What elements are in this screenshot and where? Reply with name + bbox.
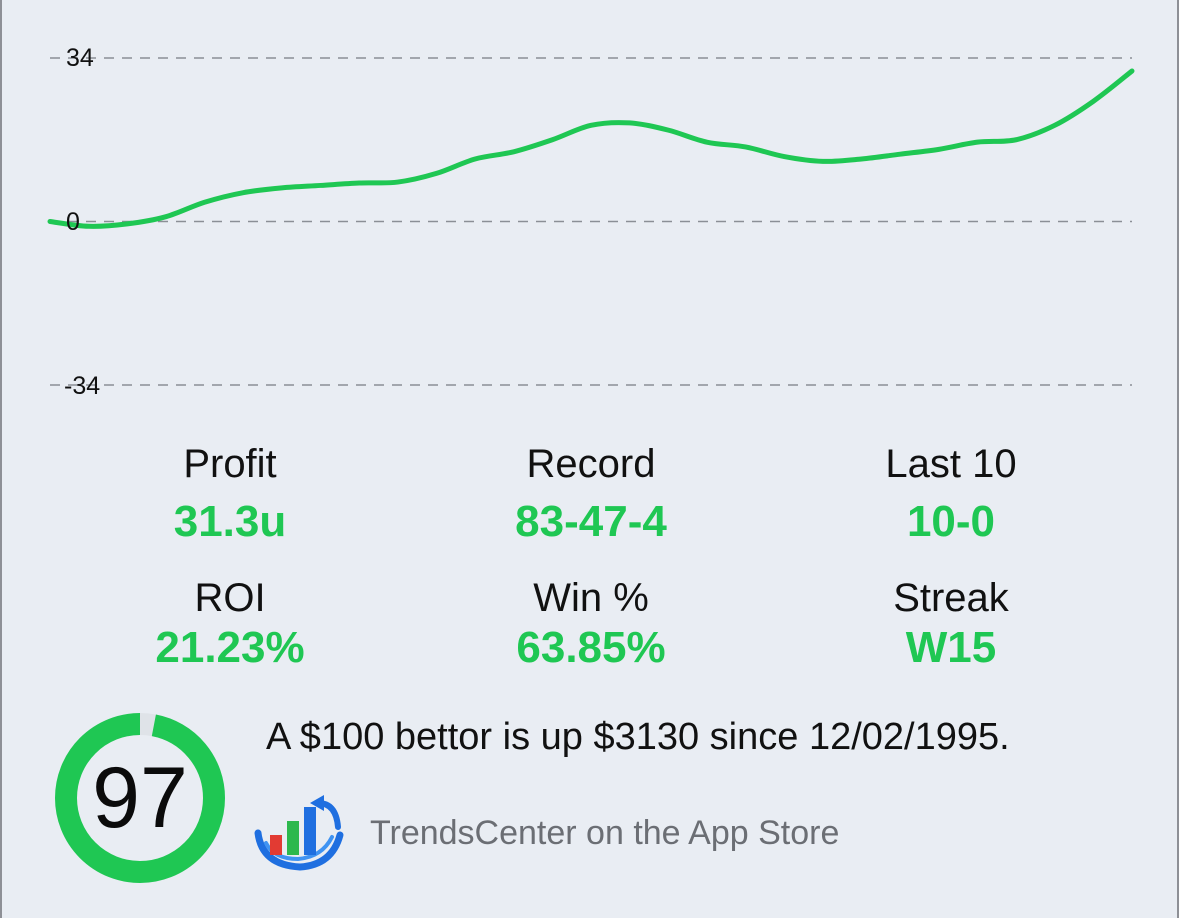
profit-line-chart <box>47 57 1135 386</box>
stat-last-10: Last 10 10-0 <box>771 440 1131 548</box>
stat-win-pct: Win % 63.85% <box>411 574 771 674</box>
stat-label: Record <box>526 442 656 486</box>
app-store-link[interactable]: TrendsCenter on the App Store <box>370 814 840 852</box>
profit-series-line <box>47 68 1135 229</box>
stat-value: W15 <box>905 623 997 672</box>
stat-roi: ROI 21.23% <box>50 574 410 674</box>
score-ring-progress <box>55 713 225 883</box>
stat-label: Last 10 <box>885 442 1017 486</box>
stat-value: 10-0 <box>906 497 996 546</box>
y-tick-label: 0 <box>66 208 80 236</box>
stat-streak: Streak W15 <box>771 574 1131 674</box>
y-tick-label: 34 <box>66 44 94 72</box>
stat-label: Streak <box>893 576 1009 620</box>
score-value: 97 <box>92 749 188 846</box>
y-tick-label: -34 <box>64 372 101 400</box>
bettor-summary: A $100 bettor is up $3130 since 12/02/19… <box>266 716 1010 758</box>
stat-value: 63.85% <box>516 623 666 672</box>
stat-label: ROI <box>194 576 266 620</box>
stat-value: 31.3u <box>173 497 287 546</box>
stat-profit: Profit 31.3u <box>50 440 410 548</box>
stat-value: 83-47-4 <box>515 497 667 546</box>
trendscenter-logo-icon[interactable] <box>252 793 348 873</box>
stat-label: Profit <box>183 442 277 486</box>
score-ring: 97 <box>54 712 226 884</box>
stat-value: 21.23% <box>155 623 305 672</box>
stat-record: Record 83-47-4 <box>411 440 771 548</box>
stat-label: Win % <box>533 576 649 620</box>
